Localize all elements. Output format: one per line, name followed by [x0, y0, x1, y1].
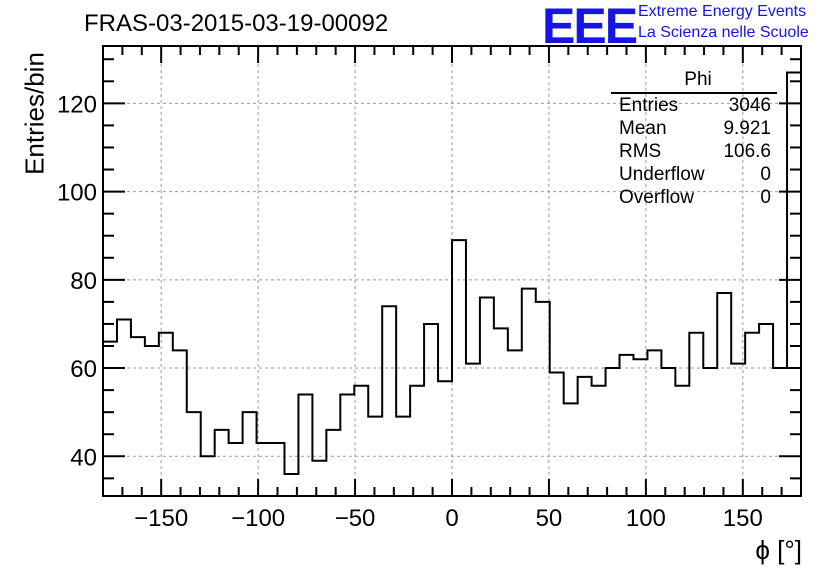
y-tick-label: 120	[57, 91, 97, 118]
eee-logo-mark: EEE	[542, 0, 638, 54]
x-tick-label: −150	[134, 505, 188, 532]
histogram-bin	[438, 381, 452, 496]
histogram-bin	[131, 337, 145, 496]
histogram-bin	[536, 302, 550, 496]
logo-line-1: Extreme Energy Events	[638, 3, 807, 20]
histogram-bin	[592, 386, 606, 496]
chart-title: FRAS-03-2015-03-19-00092	[84, 10, 389, 37]
stats-value: 9.921	[723, 118, 771, 139]
histogram-bin	[550, 372, 564, 496]
histogram-bin	[173, 350, 187, 496]
histogram-bin	[494, 328, 508, 496]
stats-label: Mean	[619, 118, 667, 139]
stats-box: Phi Entries 3046 Mean 9.921 RMS 106.6 Un…	[611, 68, 777, 209]
histogram-bin	[312, 461, 326, 496]
y-tick-label: 40	[70, 444, 97, 471]
stats-value: 0	[760, 187, 771, 208]
stats-row-mean: Mean 9.921	[611, 117, 777, 140]
histogram-bin	[689, 333, 703, 496]
x-tick-label: 0	[445, 505, 458, 532]
stats-row-underflow: Underflow 0	[611, 163, 777, 186]
histogram-bin	[145, 346, 159, 496]
histogram-bin	[466, 364, 480, 496]
histogram-line	[103, 71, 801, 475]
histogram-bin	[745, 333, 759, 496]
histogram-bin	[215, 430, 229, 496]
stats-title: Phi	[611, 68, 777, 94]
histogram-bin	[368, 417, 382, 496]
histogram-bin	[229, 443, 243, 496]
histogram-bin	[633, 359, 647, 496]
histogram-bin	[382, 306, 396, 496]
histogram-bin	[759, 324, 773, 496]
x-tick-label: 50	[536, 505, 563, 532]
histogram-bin	[424, 324, 438, 496]
logo-line-2: La Scienza nelle Scuole	[638, 24, 809, 41]
histogram-bin	[578, 377, 592, 496]
x-tick-label: 100	[626, 505, 666, 532]
histogram-bin	[647, 350, 661, 496]
histogram-bin	[326, 430, 340, 496]
x-axis-label: ϕ [°]	[755, 535, 802, 565]
histogram-bin	[103, 342, 117, 496]
y-tick-label: 80	[70, 268, 97, 295]
y-tick-label: 60	[70, 356, 97, 383]
stats-label: Entries	[619, 95, 679, 116]
histogram-bin	[452, 240, 466, 496]
x-tick-label: −50	[335, 505, 376, 532]
stats-value: 0	[760, 164, 771, 185]
histogram-bin	[354, 386, 368, 496]
y-axis-label: Entries/bin	[19, 52, 50, 175]
histogram-bin	[773, 368, 787, 496]
x-tick-label: −100	[231, 505, 285, 532]
histogram-bin	[606, 368, 620, 496]
histogram-bin	[787, 72, 801, 496]
histogram-bin	[564, 403, 578, 496]
histogram-bin	[703, 368, 717, 496]
histogram-bin	[620, 355, 634, 496]
histogram-bin	[410, 386, 424, 496]
stats-label: RMS	[619, 141, 662, 162]
histogram-bin	[201, 456, 215, 496]
stats-label: Overflow	[619, 187, 694, 208]
histogram-bin	[187, 412, 201, 496]
stats-value: 106.6	[723, 141, 771, 162]
stats-row-rms: RMS 106.6	[611, 140, 777, 163]
histogram-bin	[243, 412, 257, 496]
histogram-bin	[508, 350, 522, 496]
histogram-bin	[159, 333, 173, 496]
stats-row-entries: Entries 3046	[611, 94, 777, 117]
stats-row-overflow: Overflow 0	[611, 186, 777, 209]
histogram-bin	[661, 368, 675, 496]
histogram-bin	[731, 364, 745, 496]
histogram-bin	[717, 293, 731, 496]
histogram-bin	[480, 297, 494, 496]
histogram-bin	[396, 417, 410, 496]
stats-label: Underflow	[619, 164, 705, 185]
histogram-bin	[675, 386, 689, 496]
histogram-bin	[522, 289, 536, 496]
stats-value: 3046	[728, 95, 771, 116]
histogram-bin	[298, 395, 312, 496]
histogram-bin	[117, 320, 131, 496]
y-tick-label: 100	[57, 180, 97, 207]
histogram-bin	[340, 395, 354, 496]
x-tick-label: 150	[723, 505, 763, 532]
